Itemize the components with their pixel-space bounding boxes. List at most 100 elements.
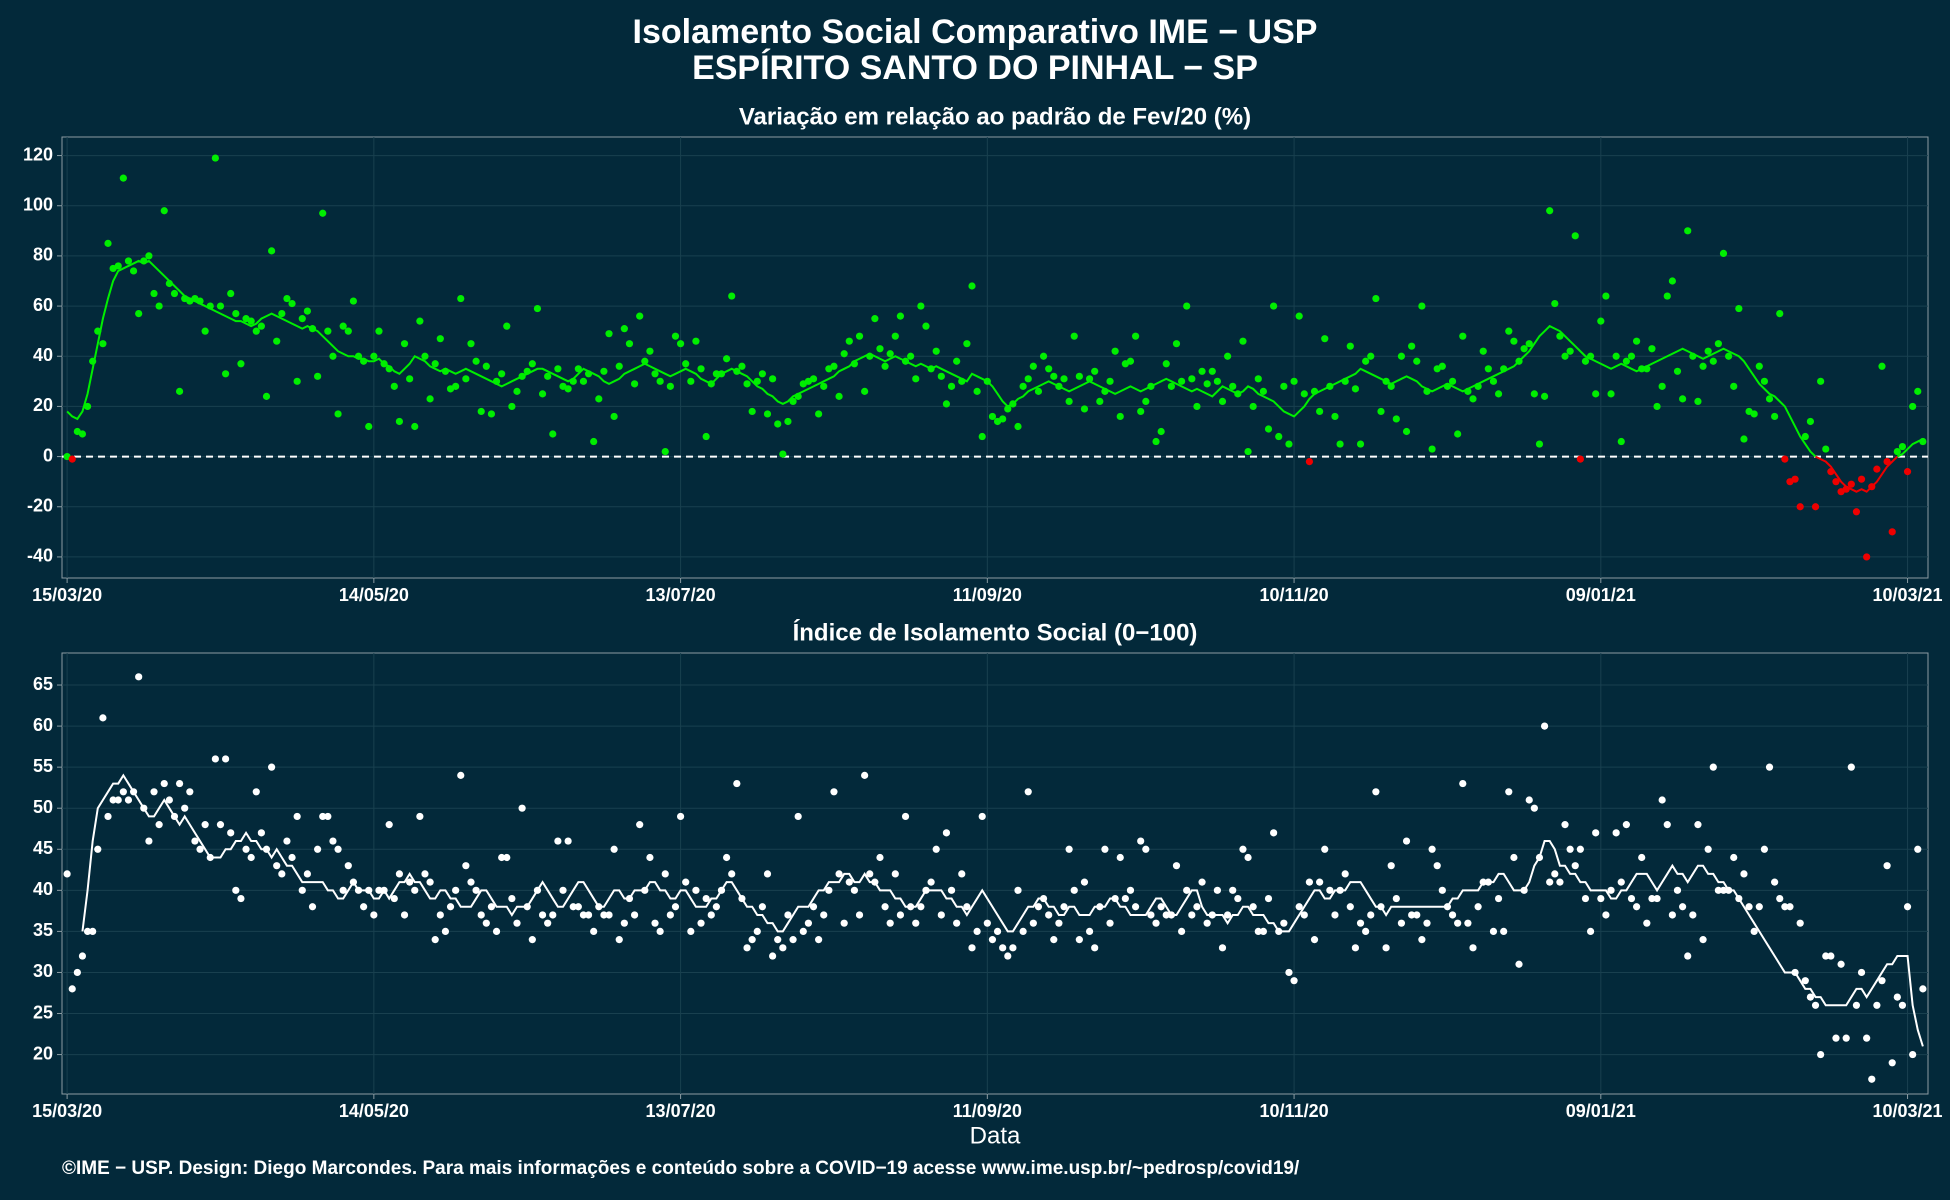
y-tick-label: 40 [33, 345, 53, 365]
data-point [901, 812, 910, 821]
data-point [175, 387, 184, 395]
data-point [1372, 788, 1380, 796]
data-point [1234, 894, 1242, 903]
data-point [1627, 894, 1636, 903]
data-point [1719, 886, 1728, 894]
data-point [988, 936, 997, 944]
data-point [723, 853, 731, 862]
data-point [1029, 919, 1037, 927]
data-point [758, 370, 766, 378]
data-point [1730, 853, 1738, 862]
data-point [1305, 878, 1314, 886]
data-point [273, 337, 281, 345]
data-point [528, 936, 536, 944]
data-point [1167, 382, 1175, 390]
data-point [769, 952, 777, 960]
data-point [1019, 382, 1027, 390]
data-point [1673, 886, 1682, 894]
data-point [155, 821, 163, 829]
data-point [1622, 821, 1630, 829]
data-point [1280, 919, 1288, 927]
data-point [1694, 397, 1702, 405]
data-point [661, 447, 669, 456]
data-point [564, 385, 572, 393]
data-point [1362, 357, 1370, 365]
data-point [1760, 377, 1769, 385]
data-point [1019, 927, 1027, 935]
data-point [99, 714, 107, 722]
data-point [1694, 821, 1702, 829]
data-point [861, 771, 869, 779]
data-point [1188, 911, 1196, 919]
data-point [370, 352, 378, 360]
data-point [1459, 779, 1467, 788]
data-point [912, 919, 920, 927]
data-point [1909, 402, 1917, 411]
data-point [917, 903, 925, 911]
data-point [646, 853, 654, 862]
x-tick-label: 14/05/20 [339, 1101, 409, 1121]
data-point [1203, 380, 1211, 388]
data-point [1714, 886, 1722, 894]
data-point [1576, 455, 1584, 463]
data-point [610, 412, 618, 421]
data-point [1438, 362, 1446, 370]
data-point [799, 927, 807, 935]
data-point [712, 370, 720, 378]
data-point [1300, 911, 1308, 919]
data-point [927, 878, 935, 886]
data-point [1878, 977, 1886, 985]
y-tick-label: 45 [33, 838, 53, 858]
data-point [1863, 553, 1871, 561]
data-point [170, 289, 179, 298]
data-point [820, 382, 828, 390]
data-point [651, 370, 659, 378]
data-point [216, 821, 225, 829]
data-point [784, 417, 792, 426]
data-point [999, 944, 1007, 952]
y-tick-label: 60 [33, 295, 53, 315]
data-point [1750, 410, 1758, 418]
data-point [1704, 845, 1712, 853]
data-point [963, 903, 971, 911]
data-point [1566, 347, 1574, 355]
data-point [1106, 919, 1114, 927]
data-point [145, 837, 153, 845]
data-point [692, 337, 700, 345]
data-point [850, 886, 859, 894]
data-point [1551, 870, 1559, 878]
data-point [416, 317, 424, 325]
data-point [503, 322, 511, 330]
data-point [293, 812, 301, 821]
data-point [1413, 357, 1421, 365]
data-point [1126, 886, 1135, 894]
data-point [1249, 402, 1257, 411]
data-point [1244, 853, 1252, 862]
data-point [646, 347, 654, 355]
data-point [845, 878, 853, 886]
data-point [1755, 903, 1763, 911]
page-title: Isolamento Social Comparativo IME − USP [633, 13, 1318, 51]
data-point [1137, 407, 1145, 416]
data-point [1817, 377, 1825, 385]
data-point [1469, 395, 1477, 403]
panel-title: Variação em relação ao padrão de Fev/20 … [739, 103, 1251, 130]
data-point [1893, 447, 1901, 456]
data-point [1868, 1075, 1876, 1083]
data-point [692, 886, 700, 894]
data-point [845, 337, 853, 345]
data-point [1295, 312, 1303, 320]
data-point [656, 927, 664, 935]
data-point [319, 812, 327, 821]
data-point [1218, 944, 1227, 952]
data-point [896, 911, 905, 919]
data-point [1009, 944, 1017, 952]
data-point [1525, 796, 1533, 804]
data-point [712, 903, 720, 911]
data-point [1602, 292, 1610, 300]
data-point [1745, 903, 1753, 911]
data-point [1326, 886, 1334, 894]
data-point [1454, 430, 1462, 438]
data-point [666, 911, 674, 919]
data-point [1362, 927, 1370, 935]
